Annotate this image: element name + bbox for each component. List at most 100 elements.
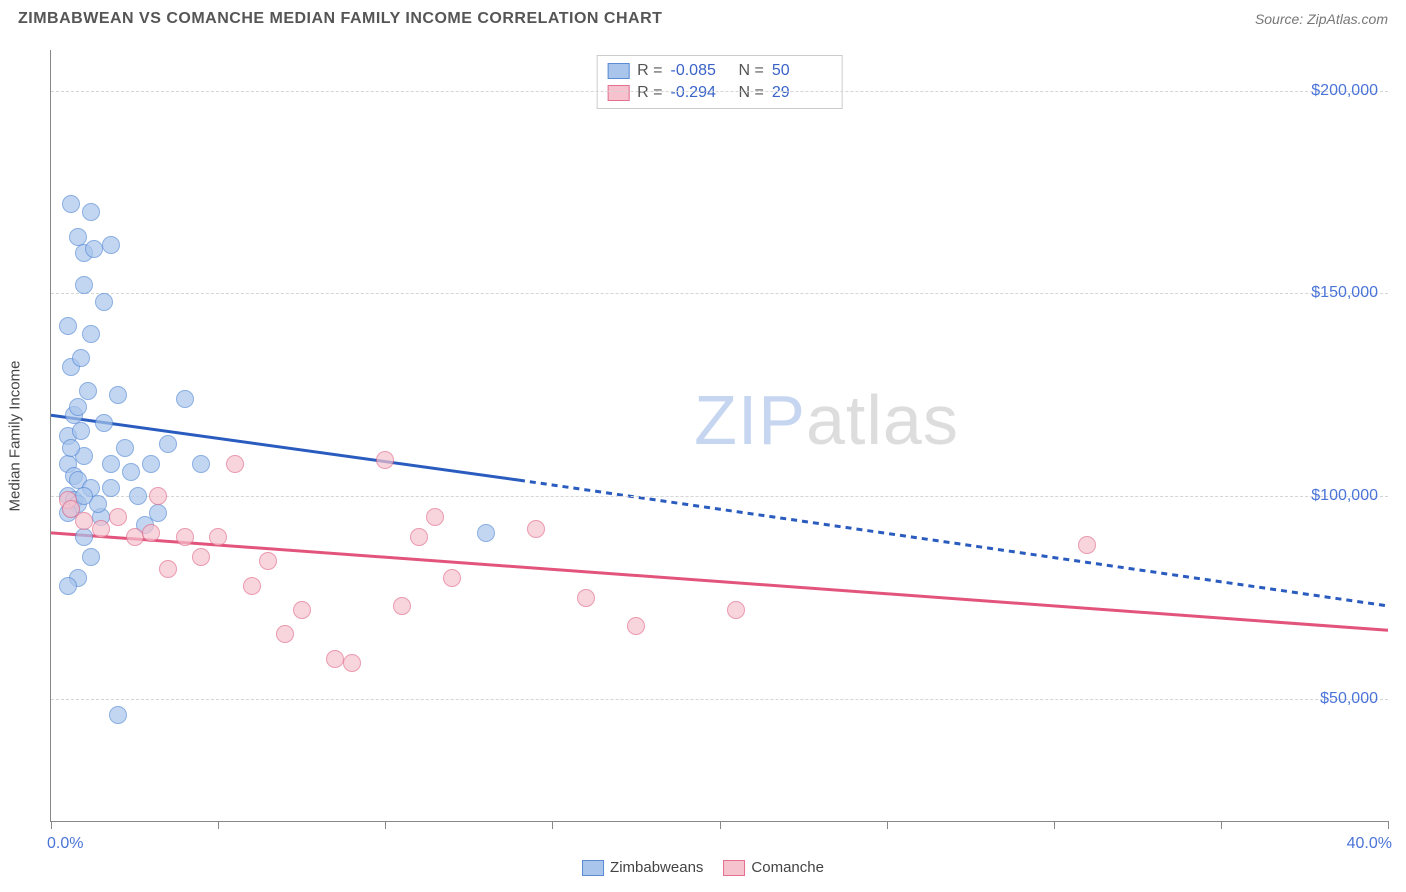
data-point [142,455,160,473]
source-attribution: Source: ZipAtlas.com [1255,11,1388,27]
legend-r-value: -0.085 [671,62,731,80]
data-point [85,240,103,258]
data-point [59,577,77,595]
data-point [82,548,100,566]
data-point [226,455,244,473]
data-point [1078,536,1096,554]
data-point [122,463,140,481]
data-point [79,382,97,400]
data-point [276,625,294,643]
data-point [126,528,144,546]
scatter-chart: Median Family Income ZIPatlas R =-0.085N… [50,50,1388,822]
data-point [69,398,87,416]
data-point [176,390,194,408]
legend-swatch [607,63,629,79]
data-point [393,597,411,615]
chart-title: ZIMBABWEAN VS COMANCHE MEDIAN FAMILY INC… [18,10,662,28]
data-point [95,414,113,432]
series-legend: Zimbabweans Comanche [582,859,824,876]
data-point [443,569,461,587]
x-tick [1388,821,1389,829]
data-point [477,524,495,542]
x-tick [552,821,553,829]
y-tick-label: $50,000 [1320,690,1378,708]
data-point [92,520,110,538]
x-axis-min-label: 0.0% [47,835,83,853]
gridline [51,293,1388,294]
legend-row: R = -0.294 N = 29 [607,82,832,104]
data-point [192,455,210,473]
data-point [102,236,120,254]
x-tick [51,821,52,829]
data-point [62,439,80,457]
data-point [75,512,93,530]
data-point [109,706,127,724]
watermark: ZIPatlas [694,380,959,460]
data-point [102,455,120,473]
data-point [343,654,361,672]
y-axis-title: Median Family Income [7,360,24,511]
x-tick [720,821,721,829]
data-point [326,650,344,668]
data-point [142,524,160,542]
x-tick [1221,821,1222,829]
data-point [82,325,100,343]
legend-r-value: -0.294 [671,84,731,102]
data-point [75,276,93,294]
data-point [243,577,261,595]
y-tick-label: $100,000 [1311,487,1378,505]
x-tick [385,821,386,829]
x-tick [887,821,888,829]
gridline [51,699,1388,700]
series-legend-item: Zimbabweans [582,859,703,876]
series-legend-item: Comanche [723,859,824,876]
data-point [62,195,80,213]
series-name: Zimbabweans [610,859,703,876]
data-point [69,228,87,246]
data-point [95,293,113,311]
gridline [51,91,1388,92]
legend-n-value: 29 [772,84,832,102]
y-tick-label: $200,000 [1311,82,1378,100]
data-point [102,479,120,497]
data-point [293,601,311,619]
x-axis-max-label: 40.0% [1347,835,1392,853]
legend-row: R =-0.085N =50 [607,60,832,82]
correlation-legend: R =-0.085N =50R =-0.294N =29 [596,55,843,109]
x-tick [218,821,219,829]
data-point [159,435,177,453]
data-point [72,349,90,367]
legend-n-label: N = [739,62,764,80]
data-point [109,386,127,404]
data-point [116,439,134,457]
data-point [192,548,210,566]
data-point [159,560,177,578]
legend-swatch [582,860,604,876]
data-point [149,487,167,505]
trend-line [519,480,1388,606]
data-point [82,203,100,221]
legend-r-label: R = [637,84,662,102]
data-point [376,451,394,469]
data-point [627,617,645,635]
data-point [426,508,444,526]
legend-r-label: R = [637,62,662,80]
legend-n-label: N = [739,84,764,102]
data-point [109,508,127,526]
y-tick-label: $150,000 [1311,284,1378,302]
data-point [72,422,90,440]
gridline [51,496,1388,497]
data-point [149,504,167,522]
data-point [59,317,77,335]
data-point [259,552,277,570]
data-point [176,528,194,546]
series-name: Comanche [751,859,824,876]
data-point [577,589,595,607]
data-point [209,528,227,546]
data-point [129,487,147,505]
data-point [410,528,428,546]
data-point [527,520,545,538]
legend-swatch [723,860,745,876]
data-point [727,601,745,619]
x-tick [1054,821,1055,829]
